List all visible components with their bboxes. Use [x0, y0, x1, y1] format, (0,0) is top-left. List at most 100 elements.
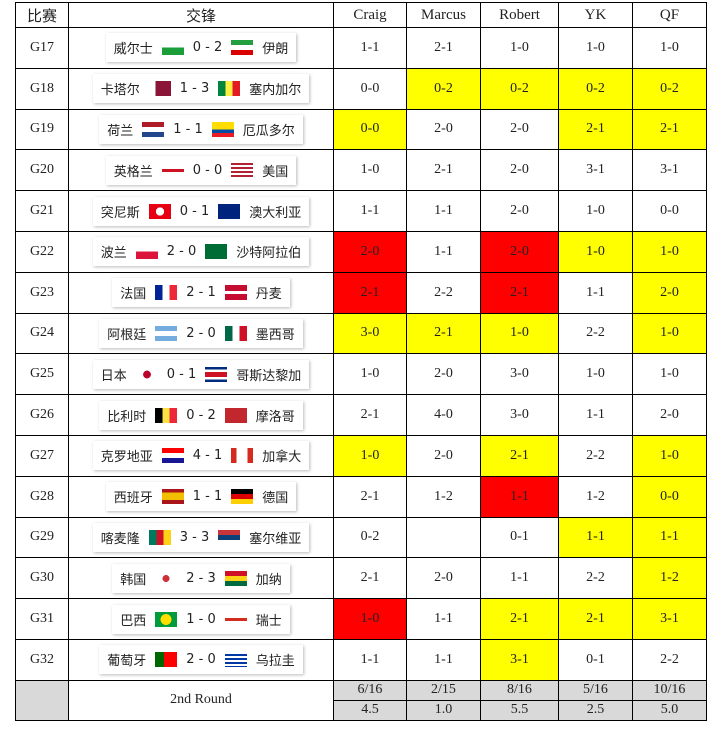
- match-row: G19 荷兰 1 - 1 厄瓜多尔 0-0 2-0 2-0 2-1 2-1: [15, 108, 707, 151]
- pick: 2-1: [480, 434, 559, 477]
- match-box: 喀麦隆 3 - 3 塞尔维亚: [92, 522, 310, 552]
- pick: 1-0: [632, 312, 707, 355]
- match-box: 荷兰 1 - 1 厄瓜多尔: [99, 114, 303, 144]
- home-team: 波兰: [100, 246, 127, 262]
- home-flag: [155, 611, 178, 627]
- pick: 1-0: [632, 230, 707, 273]
- match-box: 阿根廷 2 - 0 墨西哥: [99, 318, 303, 348]
- game-id: G27: [15, 434, 69, 477]
- pick: 1-0: [632, 353, 707, 396]
- game-id: G29: [15, 516, 69, 559]
- pick: 1-1: [333, 190, 407, 232]
- pick: 2-2: [632, 638, 707, 681]
- match-box: 日本 0 - 1 哥斯达黎加: [92, 359, 310, 389]
- home-flag: [161, 489, 184, 505]
- away-team: 澳大利亚: [249, 205, 302, 221]
- match: 巴西 1 - 0 瑞士: [68, 598, 334, 640]
- pick: 0-0: [632, 475, 707, 518]
- score: 1 - 1: [192, 489, 223, 505]
- match-row: G29 喀麦隆 3 - 3 塞尔维亚 0-2 0-1 1-1 1-1: [15, 516, 707, 559]
- match: 比利时 0 - 2 摩洛哥: [68, 394, 334, 436]
- match: 波兰 2 - 0 沙特阿拉伯: [68, 230, 334, 273]
- away-flag: [224, 285, 247, 301]
- match-row: G26 比利时 0 - 2 摩洛哥 2-1 4-0 3-0 1-1 2-0: [15, 394, 707, 436]
- pick: 1-0: [558, 27, 633, 69]
- pick: 2-0: [632, 394, 707, 436]
- match-box: 突尼斯 0 - 1 澳大利亚: [92, 196, 310, 226]
- pick: 3-1: [632, 598, 707, 640]
- away-team: 沙特阿拉伯: [236, 246, 302, 262]
- home-team: 卡塔尔: [100, 83, 140, 99]
- pick: 2-1: [558, 598, 633, 640]
- pick: 1-1: [406, 598, 481, 640]
- home-team: 突尼斯: [100, 205, 140, 221]
- home-team: 法国: [120, 287, 147, 303]
- pick: 1-0: [480, 27, 559, 69]
- home-team: 喀麦隆: [100, 531, 140, 547]
- header-cell: 交锋: [68, 2, 334, 28]
- prediction-table: 比赛 交锋 Craig Marcus Robert YK QF G17 威尔士 0 - 2 伊朗 1-…: [15, 2, 707, 721]
- match-row: G23 法国 2 - 1 丹麦 2-1 2-2 2-1 1-1 2-0: [15, 271, 707, 314]
- away-flag: [224, 407, 247, 423]
- pick: 1-1: [558, 516, 633, 559]
- away-team: 伊朗: [262, 42, 289, 58]
- pick: 2-1: [406, 27, 481, 69]
- match-row: G20 英格兰 0 - 0 美国 1-0 2-1 2-0 3-1 3-1: [15, 149, 707, 192]
- game-id: G24: [15, 312, 69, 355]
- game-id: G23: [15, 271, 69, 314]
- away-team: 丹麦: [255, 287, 282, 303]
- home-team: 克罗地亚: [100, 450, 153, 466]
- pick: 0-0: [333, 67, 407, 110]
- pick: 0-2: [406, 67, 481, 110]
- pick: 2-0: [632, 271, 707, 314]
- pick: 0-0: [632, 190, 707, 232]
- pick: 1-1: [406, 190, 481, 232]
- footer-row: 4.5 1.0 5.5 2.5 5.0: [16, 699, 707, 721]
- away-flag: [205, 366, 228, 382]
- match-row: G25 日本 0 - 1 哥斯达黎加 1-0 2-0 3-0 1-0 1-0: [15, 353, 707, 396]
- pick: 2-0: [406, 353, 481, 396]
- match-row: G27 克罗地亚 4 - 1 加拿大 1-0 2-0 2-1 2-2 1-0: [15, 434, 707, 477]
- home-team: 荷兰: [107, 123, 134, 139]
- points: 4.5: [333, 699, 407, 721]
- pick: 1-1: [333, 27, 407, 69]
- hits: 2/15: [406, 679, 481, 701]
- match: 西班牙 1 - 1 德国: [68, 475, 334, 518]
- hits: 8/16: [480, 679, 559, 701]
- pick: 1-1: [406, 638, 481, 681]
- footer-blank: [15, 679, 69, 721]
- pick: 1-0: [333, 353, 407, 396]
- match-box: 西班牙 1 - 1 德国: [105, 482, 297, 512]
- pick: 2-2: [406, 271, 481, 314]
- score: 2 - 3: [186, 570, 216, 586]
- match: 英格兰 0 - 0 美国: [68, 149, 334, 192]
- match-box: 卡塔尔 1 - 3 塞内加尔: [92, 74, 310, 104]
- score: 0 - 1: [166, 366, 197, 382]
- pick: 2-0: [406, 434, 481, 477]
- match-row: G17 威尔士 0 - 2 伊朗 1-1 2-1 1-0 1-0 1-0: [15, 27, 707, 69]
- match-row: G28 西班牙 1 - 1 德国 2-1 1-2 1-1 1-2 0-0: [15, 475, 707, 518]
- match-row: G18 卡塔尔 1 - 3 塞内加尔 0-0 0-2 0-2 0-2 0-2: [15, 67, 707, 110]
- home-team: 葡萄牙: [107, 654, 147, 670]
- home-flag: [142, 121, 165, 137]
- match: 阿根廷 2 - 0 墨西哥: [68, 312, 334, 355]
- header-cell: Craig: [333, 2, 407, 28]
- pick: 1-2: [558, 475, 633, 518]
- away-flag: [218, 529, 241, 545]
- pick: 1-1: [480, 557, 559, 600]
- home-flag: [148, 203, 171, 219]
- home-flag: [161, 162, 184, 178]
- away-flag: [224, 570, 247, 586]
- pick: 2-0: [480, 149, 559, 192]
- pick: [406, 516, 481, 559]
- away-flag: [224, 325, 247, 341]
- game-id: G18: [15, 67, 69, 110]
- pick: 2-0: [406, 557, 481, 600]
- pick: 1-1: [558, 271, 633, 314]
- pick: 3-0: [480, 394, 559, 436]
- away-team: 塞内加尔: [249, 83, 302, 99]
- match: 克罗地亚 4 - 1 加拿大: [68, 434, 334, 477]
- game-id: G25: [15, 353, 69, 396]
- score: 2 - 0: [186, 652, 216, 668]
- home-flag: [161, 448, 184, 464]
